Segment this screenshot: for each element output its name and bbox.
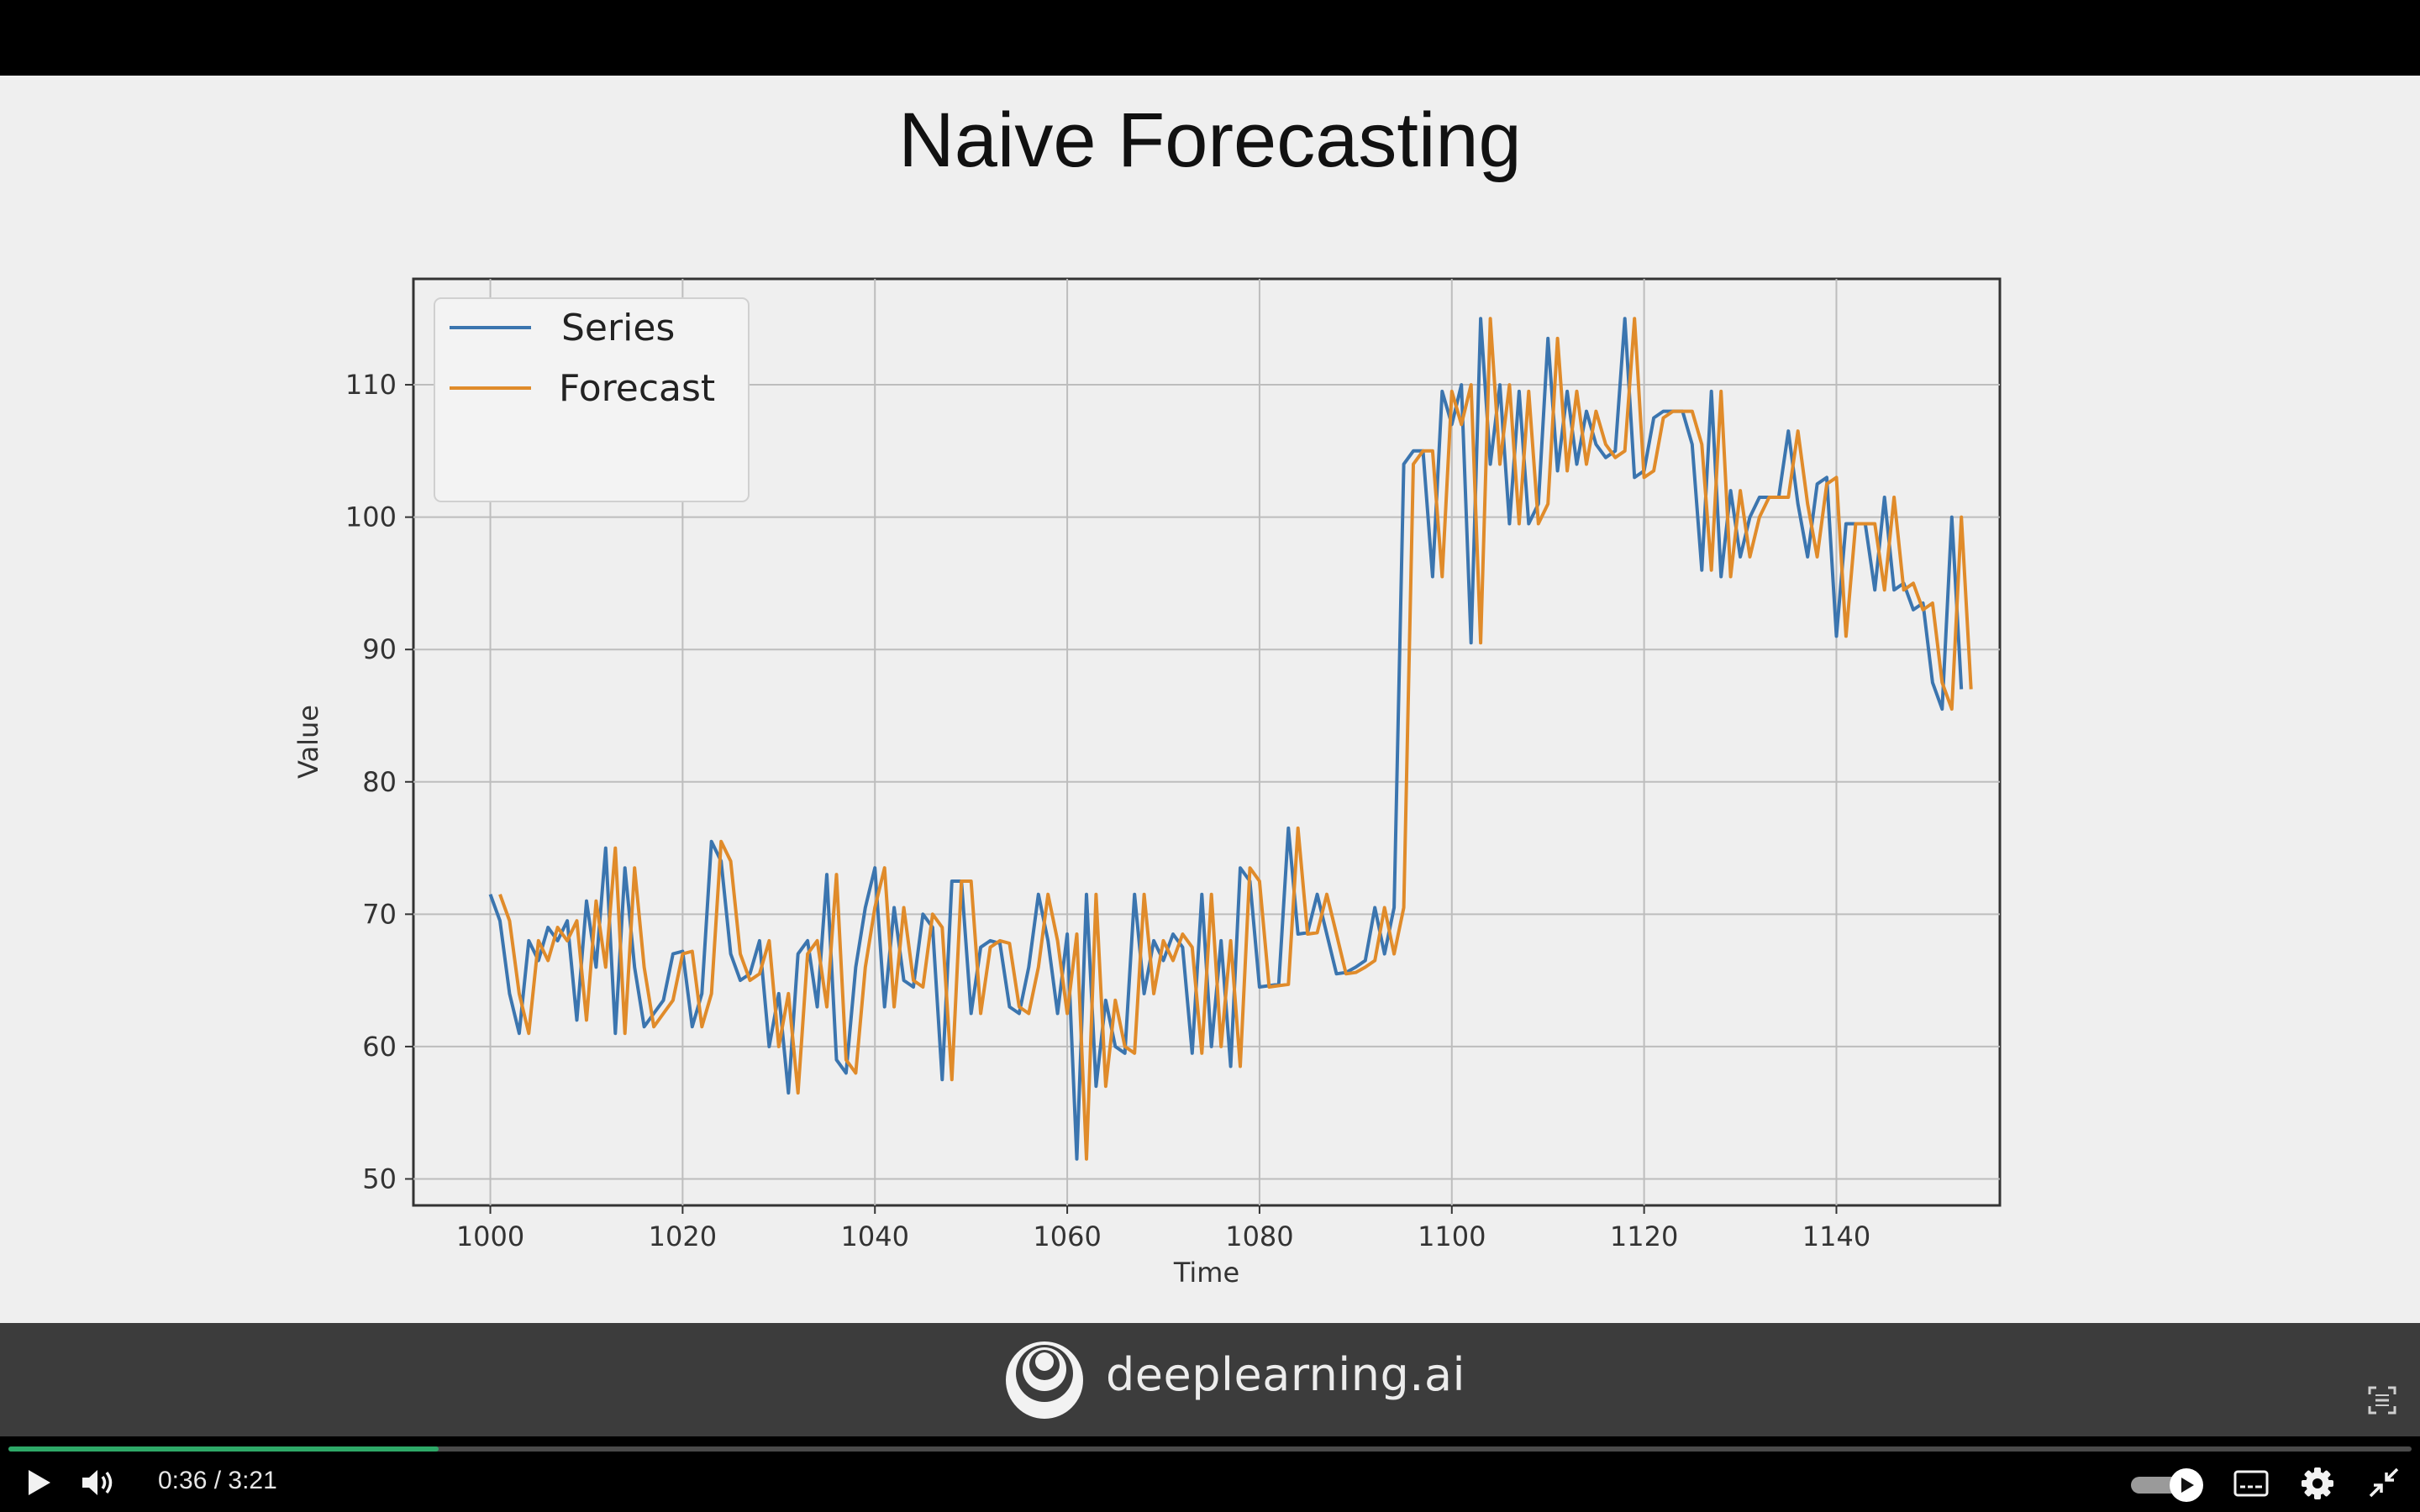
video-controls: 0:36 / 3:21 [0,1436,2420,1512]
slide-title: Naive Forecasting [898,97,1522,183]
x-tick-label: 1060 [1033,1221,1101,1252]
y-tick-label: 60 [362,1031,397,1063]
lecture-slide: Naive Forecasting 1000 1020 1040 1060 1080 11… [0,76,2420,1323]
x-tick-label: 1080 [1225,1221,1293,1252]
naive-forecast-chart: 1000 1020 1040 1060 1080 1100 1120 1140 50 60 70 8… [292,277,2002,1289]
autoplay-toggle-icon[interactable] [2128,1467,2208,1504]
y-tick-label: 70 [362,898,397,930]
legend-label-forecast: Forecast [559,367,715,410]
x-tick-label: 1140 [1802,1221,1870,1252]
time-display: 0:36 / 3:21 [158,1467,277,1495]
screen-capture-icon[interactable] [2368,1386,2396,1415]
exit-fullscreen-icon[interactable] [2368,1467,2400,1499]
y-tick-label: 100 [345,501,397,533]
brand-bar: deeplearning.ai [0,1323,2420,1436]
brand-name: deeplearning.ai [1106,1348,1466,1401]
x-tick-label: 1020 [649,1221,717,1252]
progress-fill [8,1446,439,1452]
settings-icon[interactable] [2301,1467,2334,1500]
y-tick-label: 110 [345,369,397,401]
series-lines [488,317,1973,1161]
legend: Series Forecast [434,297,750,502]
legend-box [434,297,750,502]
deeplearning-logo-icon [1006,1341,1083,1419]
time-current: 0:36 [158,1467,208,1494]
legend-label-series: Series [561,307,675,349]
time-total: 3:21 [228,1467,277,1494]
progress-bar[interactable] [8,1446,2412,1452]
y-tick-label: 50 [362,1163,397,1194]
x-axis-label: Time [1173,1257,1239,1289]
x-tick-label: 1040 [841,1221,909,1252]
y-tick-label: 90 [362,633,397,665]
play-icon[interactable] [27,1468,52,1497]
volume-icon[interactable] [81,1467,118,1499]
y-tick-label: 80 [362,766,397,798]
y-axis-label: Value [292,705,324,779]
x-tick-label: 1120 [1610,1221,1678,1252]
x-tick-label: 1100 [1418,1221,1486,1252]
x-tick-label: 1000 [456,1221,524,1252]
captions-icon[interactable] [2233,1470,2269,1497]
time-separator: / [207,1467,229,1494]
series-line-forecast [498,317,1973,1161]
x-tick-labels: 1000 1020 1040 1060 1080 1100 1120 1140 [456,1205,1870,1252]
y-tick-labels: 50 60 70 80 90 100 110 [345,369,413,1194]
